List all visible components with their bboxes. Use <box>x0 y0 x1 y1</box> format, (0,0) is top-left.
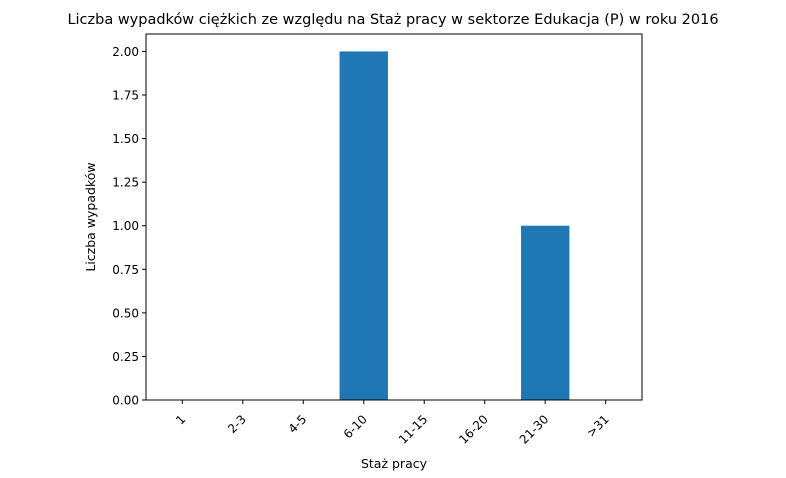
x-tick-label: 2-3 <box>225 412 249 436</box>
y-tick-label: 1.25 <box>112 176 139 190</box>
chart-title: Liczba wypadków ciężkich ze względu na S… <box>67 12 718 28</box>
x-tick-label: 1 <box>173 412 188 427</box>
y-tick-label: 0.75 <box>112 263 139 277</box>
bar <box>339 51 388 401</box>
y-tick-label: 0.25 <box>112 350 139 364</box>
x-axis-label: Staż pracy <box>361 456 428 471</box>
x-tick-label: 6-10 <box>341 412 370 441</box>
x-tick-label: 11-15 <box>396 412 431 447</box>
y-tick-label: 0.00 <box>112 394 139 408</box>
y-axis: 0.00 0.25 0.50 0.75 1.00 1.25 1.50 1.75 2.00 <box>112 45 146 408</box>
plot-frame <box>145 33 643 401</box>
y-tick-label: 0.50 <box>112 306 139 320</box>
x-tick-label: 4-5 <box>286 412 310 436</box>
x-tick-label: 16-20 <box>456 412 491 447</box>
x-tick-label: >31 <box>584 412 612 440</box>
y-tick-label: 1.50 <box>112 132 139 146</box>
x-tick-label: 21-30 <box>517 412 552 447</box>
y-axis-label: Liczba wypadków <box>83 162 98 271</box>
bars-group <box>339 51 570 401</box>
x-axis: 1 2-3 4-5 6-10 11-15 16-20 21-30 >31 <box>173 400 612 447</box>
y-tick-label: 1.00 <box>112 219 139 233</box>
y-tick-label: 2.00 <box>112 45 139 59</box>
bar <box>521 225 570 400</box>
y-tick-label: 1.75 <box>112 89 139 103</box>
